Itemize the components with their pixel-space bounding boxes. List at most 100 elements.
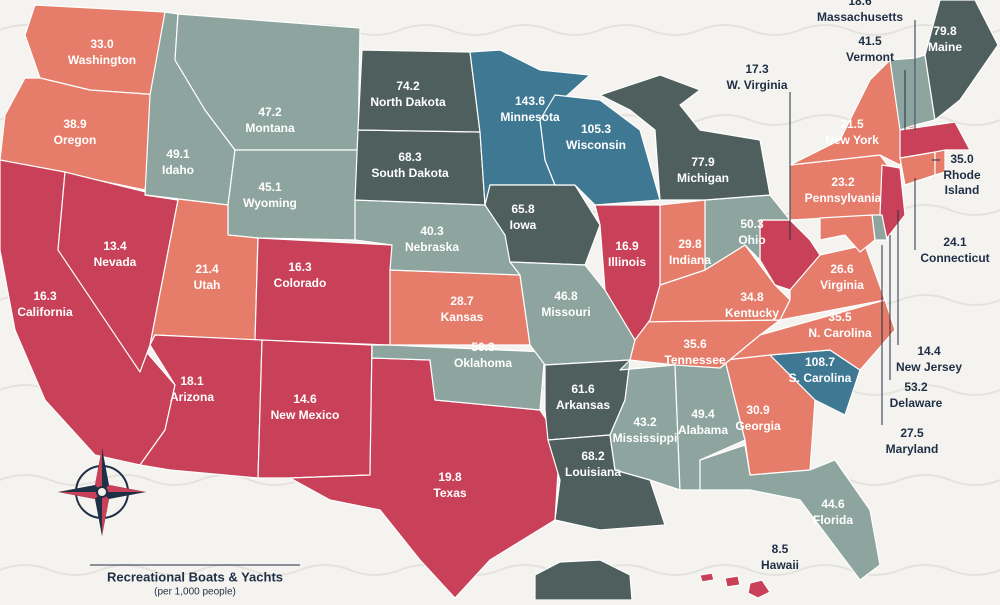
- state-value: 8.5: [772, 542, 789, 556]
- state-value: 44.6: [821, 497, 845, 511]
- state-name: Virginia: [820, 278, 864, 292]
- state-value: 61.6: [571, 382, 595, 396]
- state-name: Oregon: [54, 133, 97, 147]
- state-shape: [599, 74, 771, 201]
- state-name: Kentucky: [725, 306, 779, 320]
- state-name: South Dakota: [371, 166, 449, 180]
- state-shape: [759, 219, 821, 291]
- compass-rose: [58, 448, 146, 536]
- state-name: W. Virginia: [726, 78, 787, 92]
- state-value: 19.8: [438, 470, 462, 484]
- state-value: 24.1: [943, 235, 967, 249]
- state-name: Nevada: [94, 255, 137, 269]
- state-value: 49.1: [166, 147, 190, 161]
- state-name: Texas: [433, 486, 466, 500]
- state-value: 21.5: [840, 117, 864, 131]
- state-name: Tennessee: [664, 353, 725, 367]
- state-name: Arkansas: [556, 398, 610, 412]
- state-value: 79.8: [933, 24, 957, 38]
- state-name: Rhode Island: [943, 168, 981, 197]
- state-name: Nebraska: [405, 240, 459, 254]
- state-name: Ohio: [738, 233, 765, 247]
- state-shape: [899, 121, 971, 159]
- state-name: Vermont: [846, 50, 894, 64]
- state-name: New Mexico: [271, 408, 340, 422]
- state-name: Kansas: [441, 310, 484, 324]
- state-value: 65.8: [511, 202, 535, 216]
- state-value: 45.1: [258, 180, 282, 194]
- leader-lines: [789, 20, 940, 425]
- state-name: Michigan: [677, 171, 729, 185]
- state-value: 50.3: [740, 217, 764, 231]
- state-name: Colorado: [274, 276, 327, 290]
- legend-title: Recreational Boats & Yachts: [107, 569, 283, 584]
- legend-subtitle: (per 1,000 people): [154, 587, 236, 598]
- state-value: 38.9: [63, 117, 87, 131]
- state-name: Iowa: [510, 218, 537, 232]
- state-value: 143.6: [515, 94, 545, 108]
- state-value: 13.4: [103, 239, 127, 253]
- state-value: 23.2: [831, 175, 855, 189]
- state-shape: [924, 0, 999, 121]
- state-shape: [699, 572, 771, 599]
- state-value: 108.7: [805, 355, 835, 369]
- state-value: 29.8: [678, 237, 702, 251]
- state-shape: [819, 214, 876, 253]
- state-value: 30.9: [746, 403, 770, 417]
- state-value: 35.6: [683, 337, 707, 351]
- state-value: 16.3: [288, 260, 312, 274]
- state-name: S. Carolina: [789, 371, 852, 385]
- state-shape: [227, 149, 359, 241]
- state-shape: [879, 164, 906, 239]
- state-value: 53.2: [904, 380, 928, 394]
- state-value: 43.2: [633, 415, 657, 429]
- state-shape: [704, 194, 791, 271]
- state-name: Hawaii: [761, 558, 799, 572]
- state-value: 28.7: [450, 294, 474, 308]
- state-value: 35.5: [828, 310, 852, 324]
- state-value: 105.3: [581, 122, 611, 136]
- state-name: Connecticut: [920, 251, 989, 265]
- state-value: 77.9: [691, 155, 715, 169]
- state-value: 50.3: [471, 340, 495, 354]
- state-name: Maryland: [886, 442, 939, 456]
- state-labels: 33.0 Washington 38.9 Oregon 16.3 California 13…: [17, 0, 989, 572]
- state-name: Alabama: [678, 423, 728, 437]
- legend: Recreational Boats & Yachts (per 1,000 p…: [90, 564, 300, 598]
- state-value: 47.2: [258, 105, 282, 119]
- state-name: Pennsylvania: [805, 191, 882, 205]
- state-value: 40.3: [420, 224, 444, 238]
- state-name: Wisconsin: [566, 138, 626, 152]
- state-name: Washington: [68, 53, 136, 67]
- state-name: Oklahoma: [454, 356, 512, 370]
- state-value: 16.9: [615, 239, 639, 253]
- state-name: Massachusetts: [817, 10, 903, 24]
- state-value: 68.3: [398, 150, 422, 164]
- state-name: Georgia: [735, 419, 781, 433]
- state-name: Delaware: [890, 396, 943, 410]
- state-value: 68.2: [581, 449, 605, 463]
- state-name: North Dakota: [370, 95, 446, 109]
- state-value: 27.5: [900, 426, 924, 440]
- state-shape: [629, 319, 781, 369]
- state-name: Louisiana: [565, 465, 621, 479]
- state-name: Utah: [194, 278, 221, 292]
- state-value: 14.6: [293, 392, 317, 406]
- state-name: Arizona: [170, 390, 214, 404]
- state-value: 49.4: [691, 407, 715, 421]
- state-name: Maine: [928, 40, 962, 54]
- state-shape: [254, 237, 393, 346]
- state-name: Florida: [813, 513, 853, 527]
- state-name: Missouri: [541, 305, 590, 319]
- state-shape: [699, 444, 881, 581]
- state-value: 18.6: [848, 0, 872, 8]
- state-value: 18.1: [180, 374, 204, 388]
- state-value: 21.4: [195, 262, 219, 276]
- state-name: New Jersey: [896, 360, 962, 374]
- state-shape: [539, 94, 661, 206]
- state-name: New York: [825, 133, 879, 147]
- state-value: 34.8: [740, 290, 764, 304]
- state-name: Montana: [245, 121, 295, 135]
